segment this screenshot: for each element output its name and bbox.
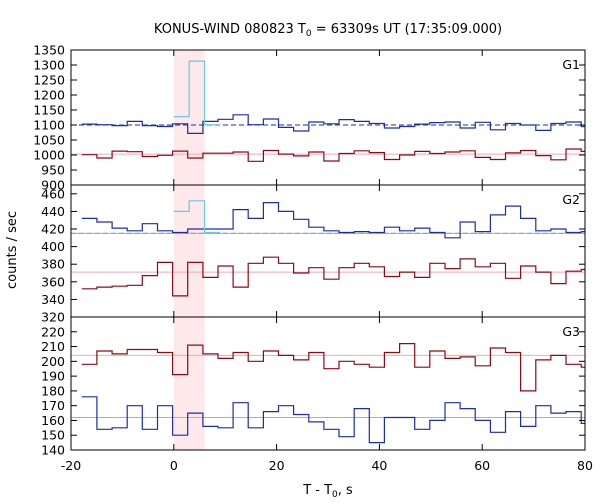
x-axis-label: T - T0, s xyxy=(302,483,353,500)
series-g2-blue xyxy=(81,202,585,239)
x-tick-label: -20 xyxy=(61,458,81,473)
y-tick-label-g2: 440 xyxy=(41,204,65,219)
y-axis-label: counts / sec xyxy=(5,211,20,289)
y-tick-label-g1: 1050 xyxy=(33,133,65,148)
y-tick-label-g1: 1300 xyxy=(33,58,65,73)
panel-label-g2: G2 xyxy=(562,192,580,207)
y-tick-label-g1: 950 xyxy=(41,163,65,178)
series-g3-blue xyxy=(81,396,585,444)
y-tick-label-g3: 200 xyxy=(41,354,65,369)
y-tick-label-g2: 340 xyxy=(41,292,65,307)
y-tick-label-g1: 1250 xyxy=(33,73,65,88)
chart-title-main: KONUS-WIND 080823 T xyxy=(154,22,306,37)
y-tick-label-g1: 1100 xyxy=(33,118,65,133)
panel-frame-g2 xyxy=(70,184,586,318)
y-tick-label-g1: 1200 xyxy=(33,88,65,103)
x-axis-label-rest: , s xyxy=(338,483,353,498)
y-tick-label-g1: 1000 xyxy=(33,148,65,163)
x-tick-label: 40 xyxy=(371,458,387,473)
y-tick-label-g2: 400 xyxy=(41,239,65,254)
x-tick-label: 60 xyxy=(474,458,490,473)
x-axis-label-subscript: 0 xyxy=(332,490,338,500)
series-g1-red xyxy=(81,148,585,162)
y-tick-label-g2: 320 xyxy=(41,310,65,325)
y-tick-label-g1: 1350 xyxy=(33,43,65,58)
y-tick-label-g3: 190 xyxy=(41,369,65,384)
y-tick-label-g3: 180 xyxy=(41,383,65,398)
y-tick-label-g1: 900 xyxy=(41,178,65,193)
y-tick-label-g3: 160 xyxy=(41,413,65,428)
panel-frame-g3 xyxy=(70,316,586,451)
y-tick-label-g3: 210 xyxy=(41,339,65,354)
x-tick-label: 0 xyxy=(170,458,178,473)
y-tick-label-g3: 150 xyxy=(41,428,65,443)
series-g3-red xyxy=(81,343,585,392)
y-tick-label-g2: 380 xyxy=(41,257,65,272)
y-tick-label-g3: 140 xyxy=(41,443,65,458)
panel-frame-g1 xyxy=(70,49,586,186)
chart-title-subscript: 0 xyxy=(306,29,312,39)
y-tick-label-g3: 220 xyxy=(41,324,65,339)
y-tick-label-g2: 460 xyxy=(41,186,65,201)
series-g1-blue xyxy=(81,114,585,134)
panel-label-g3: G3 xyxy=(562,324,580,339)
series-g2-red xyxy=(81,256,585,297)
x-axis-label-main: T - T xyxy=(302,483,332,498)
x-tick-label: 80 xyxy=(577,458,593,473)
series-g2-light-blue xyxy=(173,200,221,234)
y-tick-label-g2: 360 xyxy=(41,274,65,289)
x-tick-label: 20 xyxy=(269,458,285,473)
panel-label-g1: G1 xyxy=(562,57,580,72)
series-g1-light-blue xyxy=(173,60,221,126)
chart-title: KONUS-WIND 080823 T0 = 63309s UT (17:35:… xyxy=(154,22,502,39)
chart-title-rest: = 63309s UT (17:35:09.000) xyxy=(312,22,502,37)
y-tick-label-g1: 1150 xyxy=(33,103,65,118)
y-tick-label-g2: 420 xyxy=(41,222,65,237)
y-tick-label-g3: 170 xyxy=(41,398,65,413)
